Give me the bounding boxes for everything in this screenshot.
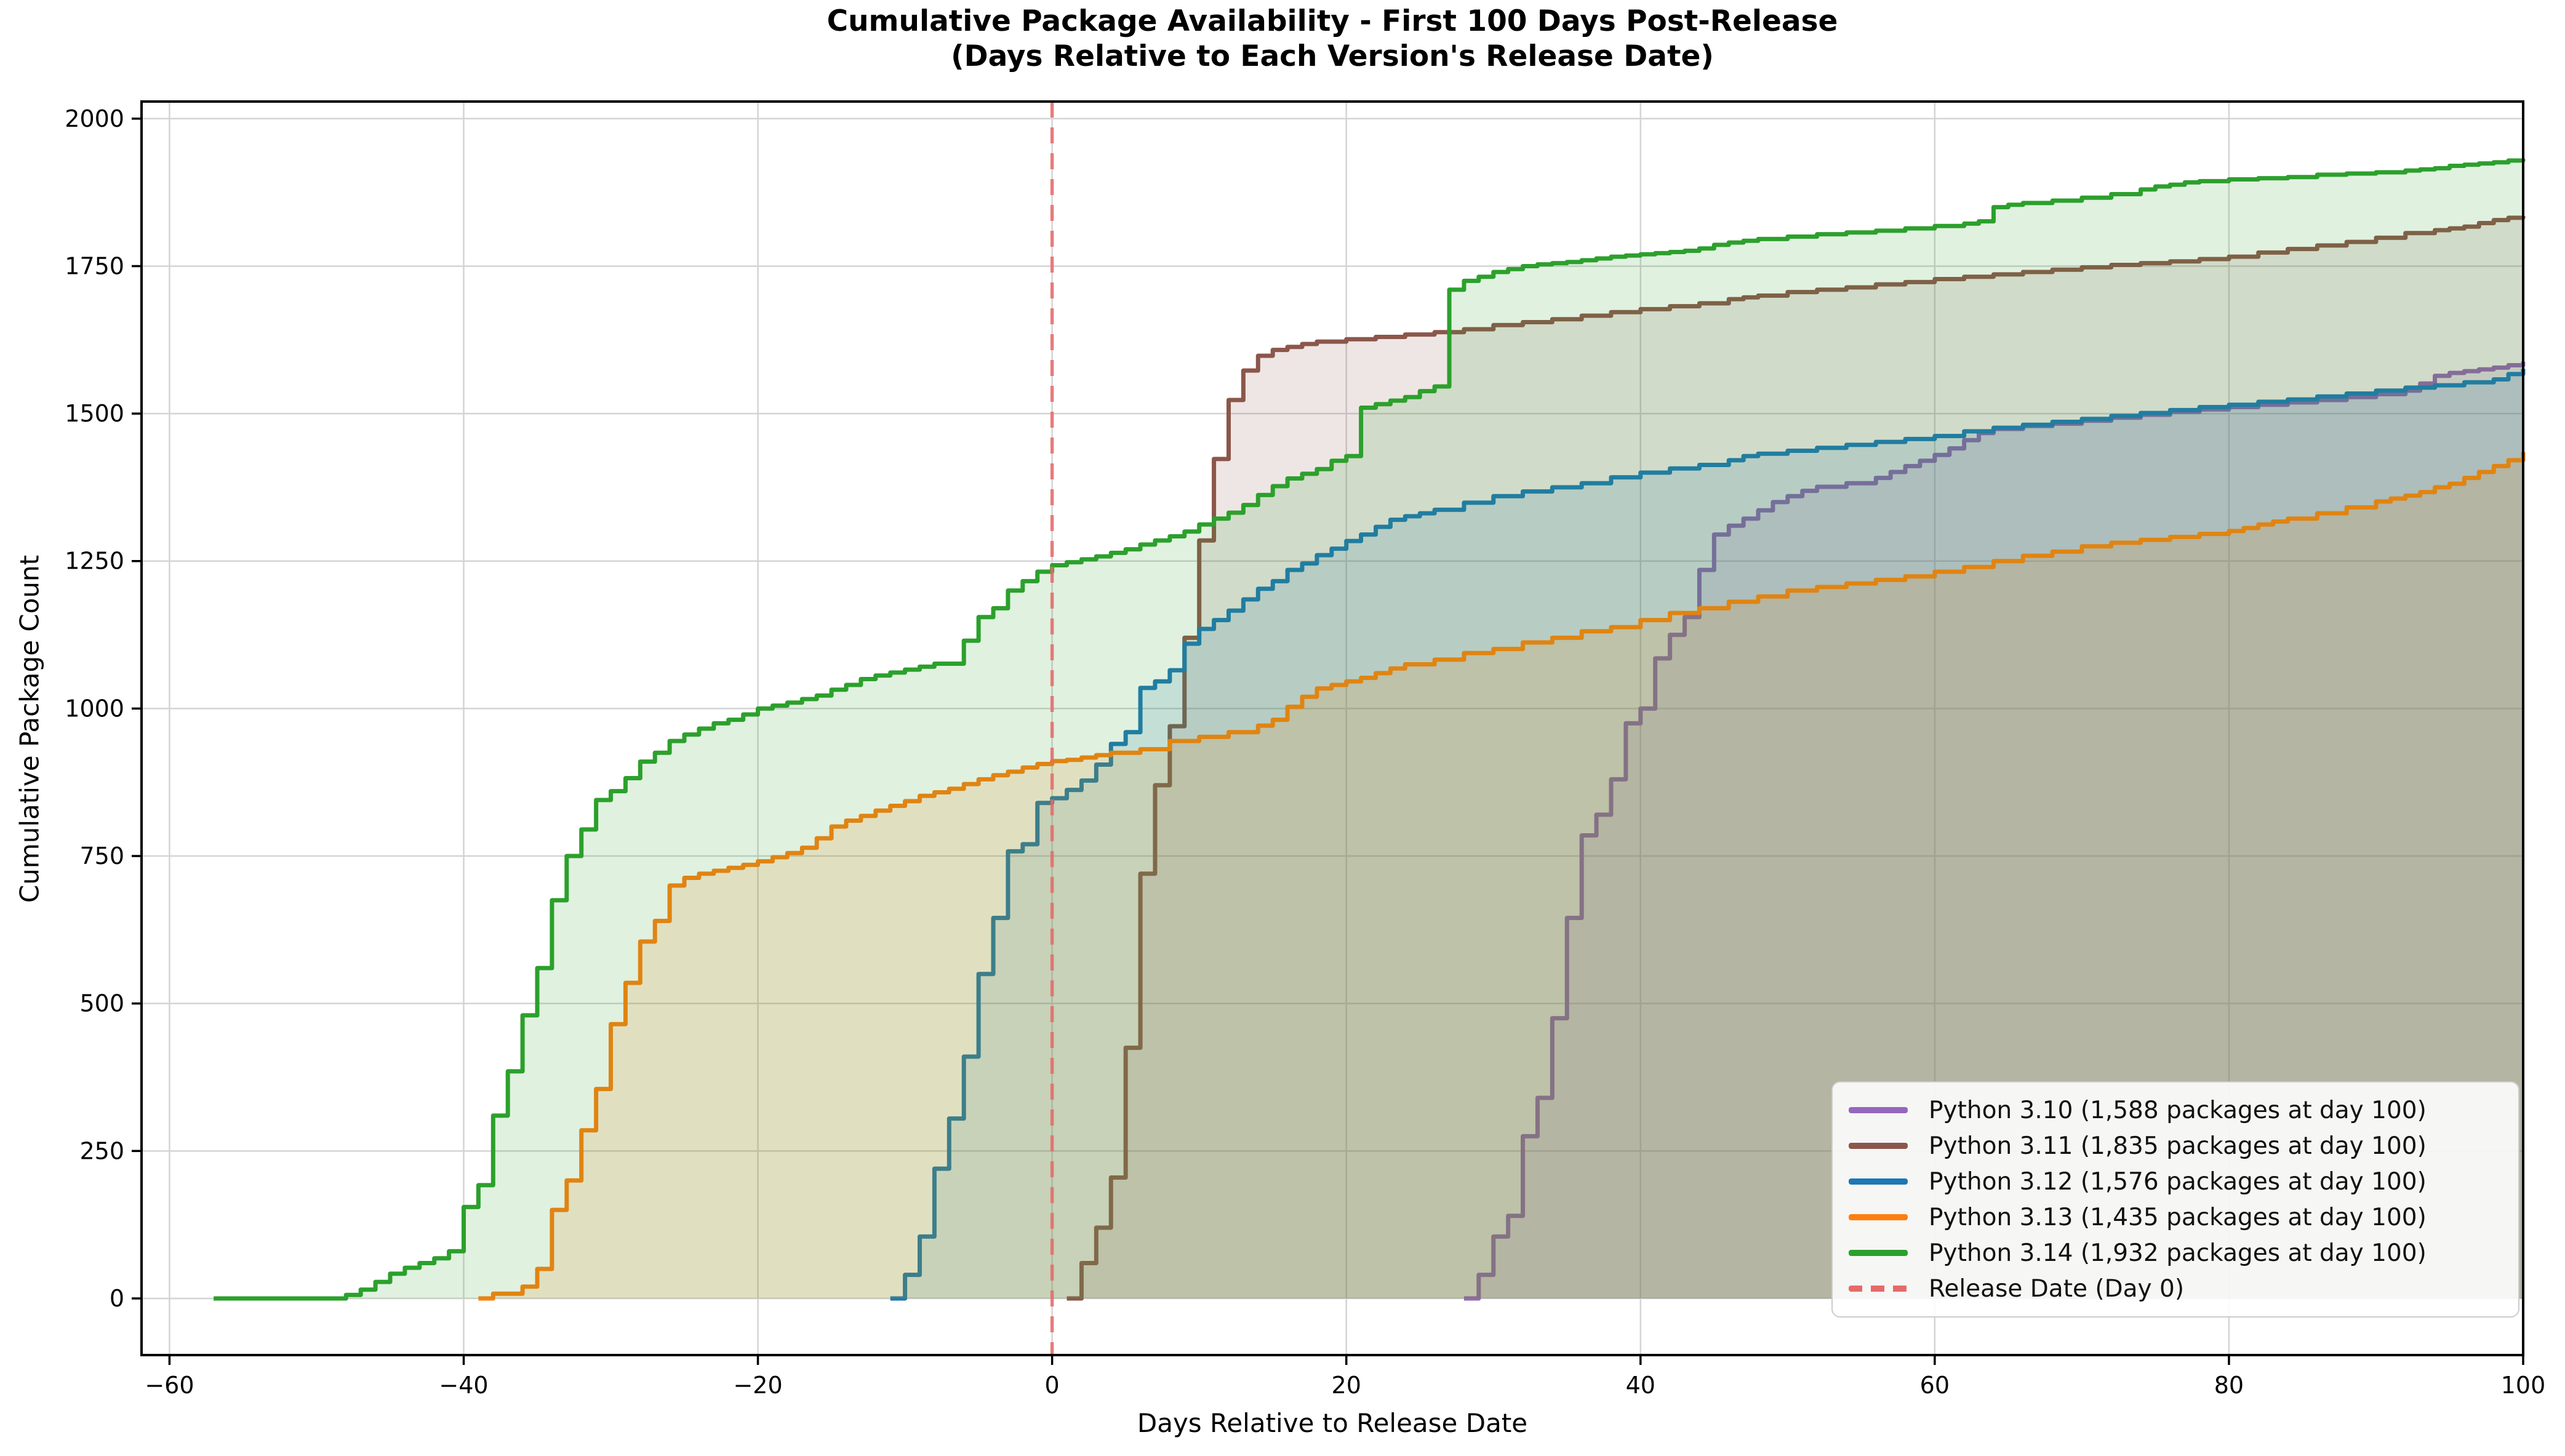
y-tick-label: 0 xyxy=(110,1285,124,1312)
y-tick-label: 500 xyxy=(79,990,124,1017)
x-tick-label: −20 xyxy=(733,1372,782,1399)
plot-border xyxy=(140,100,2524,1356)
x-tick-label: 0 xyxy=(1045,1372,1060,1399)
x-tick-label: 60 xyxy=(1920,1372,1950,1399)
x-tick-label: 80 xyxy=(2214,1372,2244,1399)
legend-item-label: Python 3.13 (1,435 packages at day 100) xyxy=(1929,1203,2427,1231)
y-tick-label: 1000 xyxy=(65,695,124,722)
x-tick-label: 40 xyxy=(1626,1372,1655,1399)
series-line-python-3-14 xyxy=(214,158,2526,1301)
x-tick-label: 20 xyxy=(1332,1372,1361,1399)
legend-item-label: Python 3.10 (1,588 packages at day 100) xyxy=(1929,1096,2427,1124)
y-tick-label: 250 xyxy=(79,1137,124,1164)
legend-swatch xyxy=(1849,1107,1908,1113)
series-line-python-3-11 xyxy=(1066,215,2526,1301)
legend-item: Python 3.11 (1,835 packages at day 100) xyxy=(1849,1132,2502,1160)
chart-title-block: Cumulative Package Availability - First … xyxy=(142,4,2523,74)
x-tick-label: −40 xyxy=(439,1372,488,1399)
legend-item-label: Python 3.14 (1,932 packages at day 100) xyxy=(1929,1239,2427,1267)
legend-swatch xyxy=(1849,1178,1908,1185)
y-tick-label: 750 xyxy=(79,842,124,870)
chart-title: Cumulative Package Availability - First … xyxy=(826,4,1838,38)
chart-subtitle: (Days Relative to Each Version's Release… xyxy=(951,39,1714,73)
y-tick-label: 1250 xyxy=(65,548,124,575)
legend-item-label: Python 3.12 (1,576 packages at day 100) xyxy=(1929,1167,2427,1196)
series-fill-python-3-10 xyxy=(1463,361,2523,1298)
y-axis-label: Cumulative Package Count xyxy=(14,554,45,903)
series-fill-python-3-11 xyxy=(1066,215,2524,1298)
x-axis-label: Days Relative to Release Date xyxy=(1137,1408,1528,1438)
y-tick-label: 1500 xyxy=(65,400,124,427)
series-fill-python-3-12 xyxy=(890,369,2524,1298)
legend-item-label: Python 3.11 (1,835 packages at day 100) xyxy=(1929,1132,2427,1160)
legend-item: Python 3.13 (1,435 packages at day 100) xyxy=(1849,1204,2502,1231)
legend-swatch xyxy=(1849,1250,1908,1256)
legend-item: Python 3.10 (1,588 packages at day 100) xyxy=(1849,1097,2502,1124)
x-tick-label: −60 xyxy=(145,1372,194,1399)
x-tick-label: 100 xyxy=(2501,1372,2546,1399)
series-line-python-3-12 xyxy=(890,369,2526,1301)
y-tick-label: 1750 xyxy=(65,252,124,279)
legend-item: Python 3.12 (1,576 packages at day 100) xyxy=(1849,1168,2502,1196)
legend-swatch xyxy=(1849,1143,1908,1149)
legend-item: Release Date (Day 0) xyxy=(1849,1275,2502,1303)
legend-item-label: Release Date (Day 0) xyxy=(1929,1274,2185,1303)
legend-swatch xyxy=(1849,1214,1908,1220)
legend: Python 3.10 (1,588 packages at day 100) P… xyxy=(1831,1081,2519,1318)
series-fill-python-3-14 xyxy=(214,158,2523,1298)
series-line-python-3-13 xyxy=(478,452,2526,1301)
series-line-python-3-10 xyxy=(1463,361,2526,1301)
legend-swatch-dashed xyxy=(1849,1286,1908,1292)
legend-item: Python 3.14 (1,932 packages at day 100) xyxy=(1849,1239,2502,1267)
y-tick-label: 2000 xyxy=(65,105,124,132)
